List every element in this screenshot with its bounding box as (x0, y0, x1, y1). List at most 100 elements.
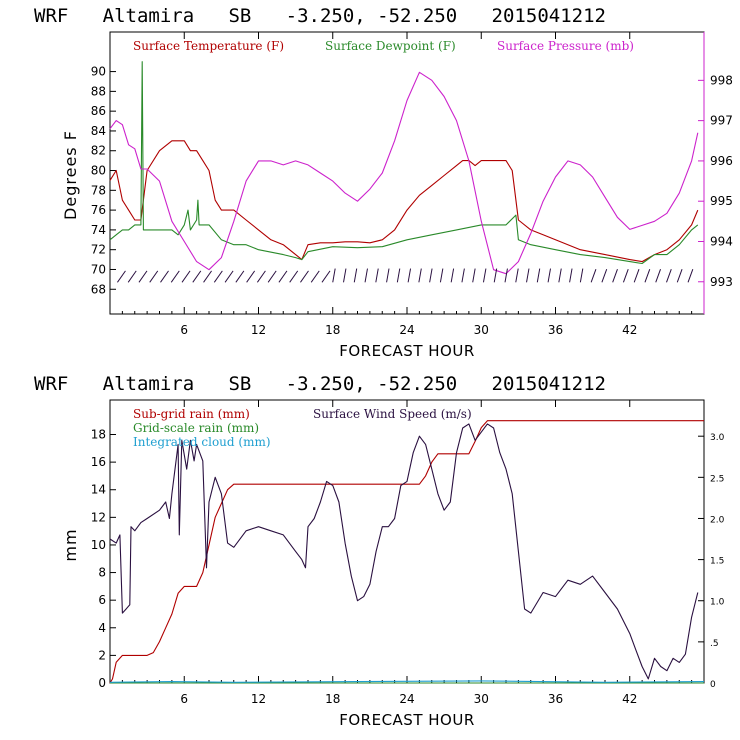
chart1-wind-barb (633, 269, 640, 283)
chart2-series-surface-wind-speed-m-s (109, 423, 699, 680)
chart1-wind-barb (655, 269, 661, 283)
chart1-wind-barb (515, 268, 519, 283)
chart1-wind-barb (687, 269, 694, 283)
chart1-wind-barb (364, 268, 368, 283)
chart1-y-tick-label: 90 (91, 65, 106, 79)
chart2-series-integrated-cloud-mm (109, 680, 705, 683)
chart2-y-tick-label: 8 (98, 566, 106, 580)
chart1-wind-barb (439, 268, 444, 283)
chart1-wind-barb (386, 268, 390, 283)
chart1-y2-tick-label: 997 (710, 114, 733, 128)
chart1-wind-barb (160, 270, 169, 283)
chart2-y-tick-label: 12 (91, 510, 106, 524)
chart1-y-tick-label: 72 (91, 243, 106, 257)
chart1-wind-barb (666, 269, 672, 283)
chart2-legend-wind-speed: Surface Wind Speed (m/s) (313, 407, 472, 421)
chart1-wind-barb (149, 270, 159, 283)
chart1-y-tick-label: 70 (91, 262, 106, 276)
chart1-wind-barb (203, 270, 212, 283)
chart1-y-tick-label: 86 (91, 104, 106, 118)
chart2-series-sub-grid-rain-mm (109, 420, 704, 684)
chart1-y-tick-label: 74 (91, 223, 106, 237)
chart2-y2-tick-label: 3.0 (710, 433, 725, 443)
chart2-x-tick-label: 18 (325, 692, 340, 706)
chart1-wind-barb (536, 268, 541, 283)
chart2-title: WRF Altamira SB -3.250, -52.250 20150412… (34, 373, 606, 395)
chart1-y-tick-label: 78 (91, 183, 106, 197)
chart1-ticks: 6 12 18 24 30 36 42 68 70 72 74 76 78 80 82 84 86 88 90 993… (91, 32, 733, 337)
chart1-wind-barb (213, 270, 223, 283)
chart1-wind-barb (569, 268, 573, 283)
chart1-legend-dewpoint: Surface Dewpoint (F) (325, 39, 456, 53)
chart1-series-surface-pressure-mb (109, 71, 699, 275)
chart1-x-axis-label: FORECAST HOUR (339, 342, 475, 360)
chart1-wind-barb (612, 269, 618, 283)
chart2-x-tick-label: 6 (180, 692, 188, 706)
chart1-legend-temperature: Surface Temperature (F) (133, 39, 284, 53)
chart2-legend-integrated-cloud: Integrated cloud (mm) (133, 435, 271, 449)
chart2-y-tick-label: 14 (91, 483, 106, 497)
chart1-wind-barb (429, 268, 433, 283)
chart1-wind-barb (310, 270, 320, 283)
chart1-wind-barb (224, 270, 234, 283)
chart1-y2-tick-label: 998 (710, 73, 733, 87)
chart1-x-tick-label: 18 (325, 323, 340, 337)
chart2-x-tick-label: 30 (474, 692, 489, 706)
chart1-wind-barb (622, 269, 629, 283)
chart1-title: WRF Altamira SB -3.250, -52.250 20150412… (34, 5, 606, 27)
chart1-x-tick-label: 12 (251, 323, 266, 337)
chart1-y-tick-label: 88 (91, 84, 106, 98)
chart2-y2-tick-label: .5 (710, 639, 719, 649)
chart1-wind-barb (332, 268, 336, 283)
chart2-x-tick-label: 12 (251, 692, 266, 706)
chart1-legend-pressure: Surface Pressure (mb) (497, 39, 634, 53)
chart1-wind-barb (493, 268, 498, 283)
chart1-wind-barb (579, 268, 584, 283)
chart1-series (109, 61, 699, 275)
chart1-wind-barb (504, 268, 508, 283)
chart1-wind-barb (526, 268, 530, 283)
chart2-y-tick-label: 16 (91, 455, 106, 469)
chart1-wind-barb (321, 270, 331, 283)
chart1-wind-barb (547, 268, 551, 283)
chart2-y2-tick-label: 0 (710, 680, 716, 690)
chart1-wind-barb (472, 268, 476, 283)
chart1-wind-barb (117, 270, 126, 283)
chart1-wind-barb (482, 268, 487, 283)
chart1-wind-barb (418, 268, 422, 283)
chart2-y2-tick-label: 2.5 (710, 474, 724, 484)
chart2-legend-subgrid-rain: Sub-grid rain (mm) (133, 407, 250, 421)
chart2-y-tick-label: 6 (98, 593, 106, 607)
chart2-x-axis-label: FORECAST HOUR (339, 711, 475, 729)
chart1-wind-barb (343, 268, 347, 283)
chart1-wind-barb (289, 270, 299, 283)
chart1-wind-barb (192, 270, 202, 283)
chart2-y2-tick-label: 1.5 (710, 557, 724, 567)
chart2-y-tick-label: 2 (98, 648, 106, 662)
chart1-wind-barb (644, 269, 651, 283)
chart1-wind-barb (170, 270, 180, 283)
chart1-wind-barb (256, 270, 266, 283)
chart1-y2-tick-label: 996 (710, 154, 733, 168)
chart1-y2-tick-label: 995 (710, 194, 733, 208)
chart1-y-tick-label: 68 (91, 282, 106, 296)
chart2-x-tick-label: 42 (622, 692, 637, 706)
chart1-wind-barb (127, 270, 137, 283)
chart2-series (109, 420, 705, 684)
chart1-wind-barb (353, 268, 358, 283)
chart1-wind-barb (450, 268, 455, 283)
chart1-wind-barb (138, 270, 148, 283)
chart2-y2-tick-label: 2.0 (710, 515, 725, 525)
chart2-y-axis-label: mm (61, 528, 80, 561)
chart1-x-tick-label: 30 (474, 323, 489, 337)
chart2-y-tick-label: 0 (98, 676, 106, 690)
chart1-x-tick-label: 36 (548, 323, 563, 337)
chart1-wind-barb (181, 270, 191, 283)
chart1-series-surface-dewpoint-f (109, 61, 699, 265)
chart1-wind-barb (590, 269, 597, 283)
chart2-y-tick-label: 10 (91, 538, 106, 552)
chart2-x-tick-label: 24 (399, 692, 414, 706)
chart1-wind-barb (278, 270, 288, 283)
chart1-y2-tick-label: 993 (710, 275, 733, 289)
